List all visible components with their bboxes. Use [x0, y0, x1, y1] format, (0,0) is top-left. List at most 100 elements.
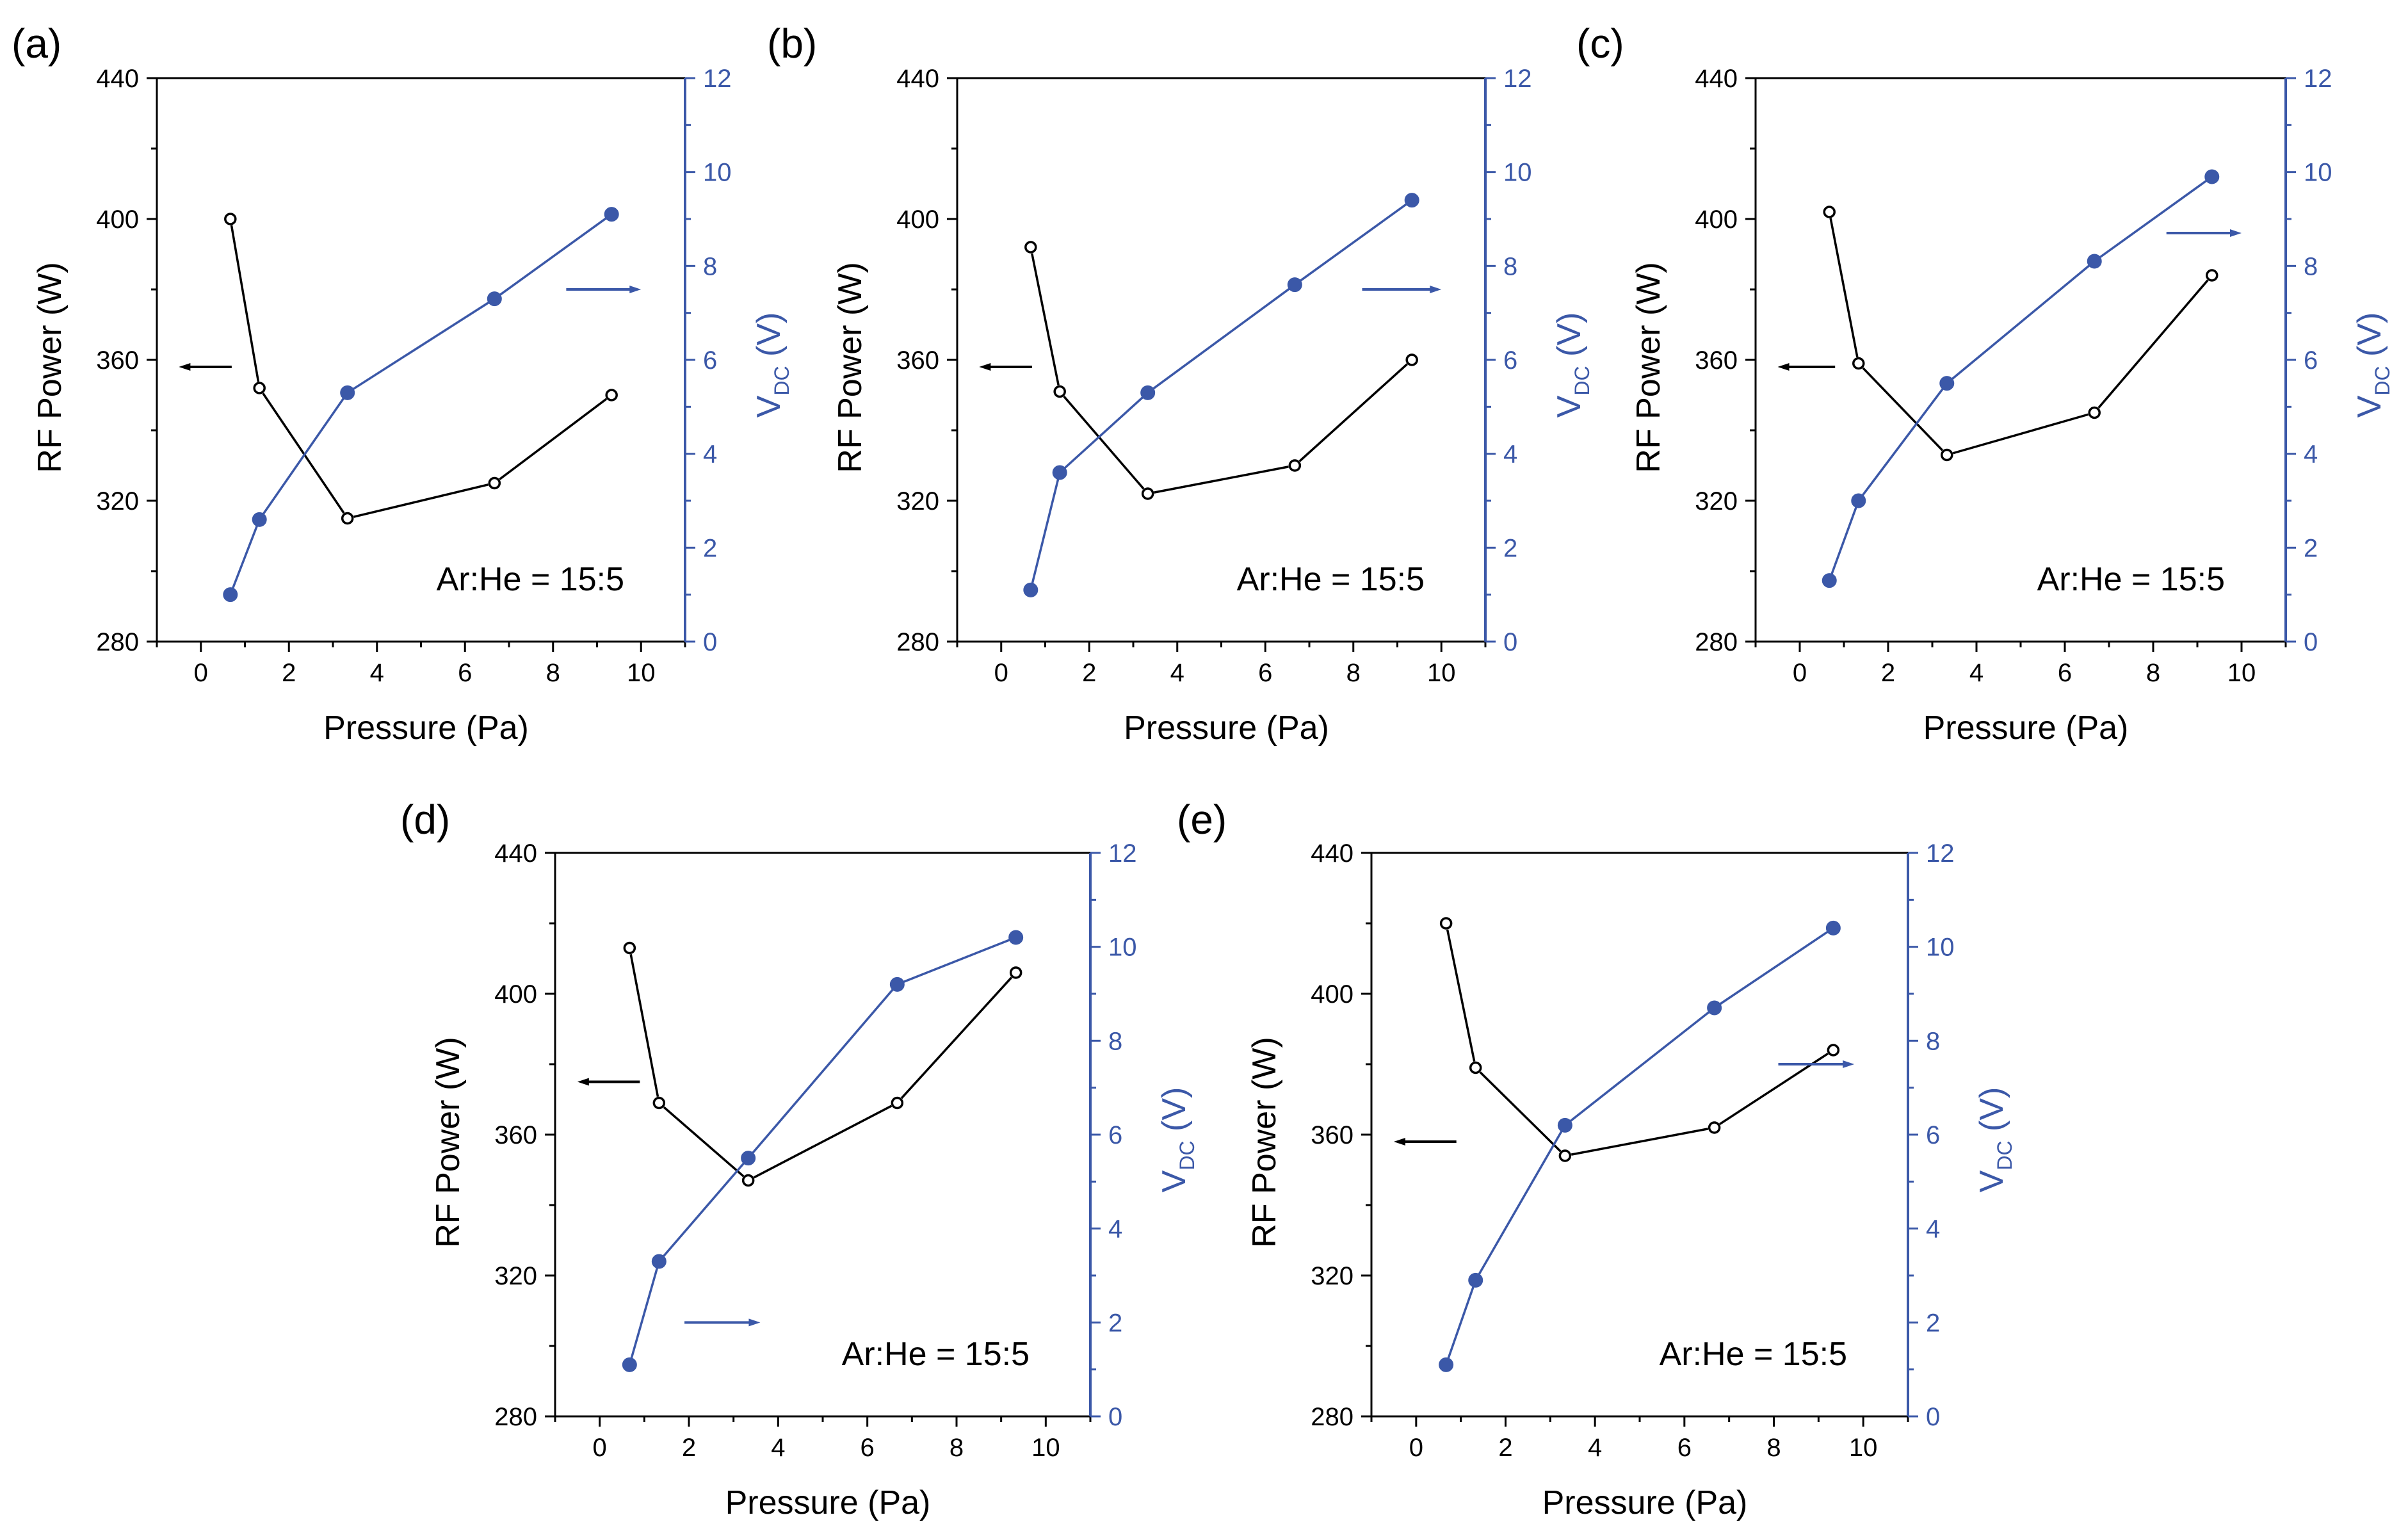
y2-tick-label: 8	[2304, 252, 2318, 280]
rf-power-line-segment	[499, 398, 608, 480]
y2-tick-label: 10	[1108, 934, 1137, 962]
vdc-point	[252, 512, 267, 527]
y-tick-label: 400	[1695, 206, 1738, 234]
vdc-line-segment	[2094, 175, 2213, 263]
x-tick-label: 6	[1677, 1434, 1692, 1462]
x-tick-label: 0	[1793, 659, 1807, 687]
y2-tick-label: 0	[703, 628, 717, 656]
y2-tick-label: 2	[1503, 534, 1517, 562]
y-tick-label: 280	[1311, 1403, 1353, 1431]
panel-label: (e)	[1177, 797, 1227, 843]
arrowhead-icon	[1843, 1060, 1855, 1068]
vdc-line-segment	[346, 298, 496, 394]
x-tick-label: 8	[546, 659, 560, 687]
y2-tick-label: 12	[703, 65, 732, 93]
vdc-point	[340, 385, 355, 400]
rf-power-line-segment	[663, 1106, 745, 1178]
y2-tick-label: 6	[1108, 1121, 1122, 1149]
y2-title-unit: (V)	[750, 312, 788, 366]
rf-power-line-segment	[1829, 218, 1859, 358]
y2-title-unit: (V)	[1156, 1087, 1193, 1141]
vdc-point	[1287, 277, 1302, 293]
vdc-point	[487, 291, 502, 307]
vdc-point	[223, 587, 238, 603]
y2-tick-label: 0	[1503, 628, 1517, 656]
y2-tick-label: 8	[1926, 1027, 1940, 1055]
y2-tick-label: 12	[1926, 839, 1955, 868]
rf-power-point	[224, 213, 237, 225]
x-tick-label: 2	[682, 1434, 696, 1462]
arrowhead-icon	[1777, 363, 1790, 371]
rf-power-line-segment	[1446, 929, 1476, 1062]
rf-power-point	[652, 1096, 666, 1110]
chart-panel-a: (a) 0 2 4 6 8 10 280 320 360 400 440 0 2 4 6 8 10 12 Pressu…	[12, 20, 793, 747]
x-tick-label: 4	[1969, 659, 1984, 687]
y-tick-label: 320	[1695, 487, 1738, 515]
arrowhead-icon	[629, 286, 642, 293]
rf-power-point	[1024, 241, 1037, 254]
y2-tick-label: 10	[703, 159, 732, 187]
annotation-text: Ar:He = 15:5	[437, 561, 624, 598]
y2-axis-title: VDC (V)	[750, 312, 793, 418]
y2-tick-label: 12	[1503, 65, 1532, 93]
x-tick-label: 6	[2058, 659, 2072, 687]
y2-tick-label: 0	[1926, 1403, 1940, 1431]
vdc-point	[622, 1357, 637, 1372]
chart-panel-b: (b) 0 2 4 6 8 10 280 320 360 400 440 0 2 4 6 8 10 12 Pressu…	[767, 20, 1594, 747]
x-tick-label: 8	[949, 1434, 964, 1462]
y-tick-label: 320	[896, 487, 939, 515]
rf-power-point	[1558, 1149, 1572, 1162]
chart-panel-e: (e) 0 2 4 6 8 10 280 320 360 400 440 0 2 4 6 8 10 12 Pressu…	[1177, 797, 2016, 1521]
x-tick-label: 2	[1881, 659, 1895, 687]
y2-title-subscript: DC	[2371, 366, 2394, 395]
rf-power-point	[1009, 966, 1022, 979]
vdc-line-segment	[229, 519, 261, 595]
y2-title-subscript: DC	[1571, 366, 1594, 395]
x-tick-label: 10	[1031, 1434, 1060, 1462]
y2-tick-label: 2	[1108, 1309, 1122, 1337]
y-axis-title: RF Power (W)	[1630, 262, 1667, 473]
vdc-line-segment	[1828, 500, 1860, 581]
vdc-line-segment	[1475, 1124, 1566, 1281]
rf-power-line-segment	[1571, 1128, 1709, 1156]
y2-tick-label: 2	[2304, 534, 2318, 562]
vdc-point	[1439, 1357, 1454, 1372]
annotation-text: Ar:He = 15:5	[842, 1336, 1030, 1373]
rf-power-point	[1469, 1061, 1482, 1074]
vdc-point	[1052, 465, 1067, 480]
y-tick-label: 360	[494, 1121, 537, 1149]
x-axis-title: Pressure (Pa)	[1923, 709, 2129, 747]
rf-power-line-segment	[1479, 1071, 1562, 1153]
x-axis-title: Pressure (Pa)	[725, 1484, 931, 1521]
rf-power-point	[891, 1096, 904, 1110]
vdc-point	[1822, 573, 1837, 588]
y2-tick-label: 12	[2304, 65, 2332, 93]
annotation-text: Ar:He = 15:5	[2037, 561, 2225, 598]
rf-power-point	[1053, 385, 1066, 398]
y2-title-subscript: DC	[1176, 1140, 1199, 1170]
vdc-point	[1707, 1000, 1722, 1016]
rf-power-point	[741, 1174, 755, 1187]
y2-tick-label: 10	[2304, 159, 2332, 187]
vdc-point	[651, 1254, 667, 1269]
x-tick-label: 2	[1082, 659, 1096, 687]
x-tick-label: 10	[2227, 659, 2256, 687]
rf-power-point	[605, 389, 618, 401]
x-tick-label: 2	[282, 659, 296, 687]
y-axis-title: RF Power (W)	[1246, 1037, 1283, 1247]
vdc-line-segment	[1147, 284, 1296, 394]
arrowhead-icon	[179, 363, 191, 371]
y-tick-label: 440	[494, 839, 537, 868]
y-tick-label: 320	[1311, 1262, 1353, 1290]
x-tick-label: 4	[370, 659, 384, 687]
x-tick-label: 4	[771, 1434, 785, 1462]
y-tick-label: 360	[1695, 346, 1738, 375]
y-tick-label: 360	[96, 346, 139, 375]
rf-power-point	[1823, 206, 1836, 218]
y2-tick-label: 10	[1503, 159, 1532, 187]
vdc-point	[2087, 254, 2102, 269]
vdc-line-segment	[258, 392, 349, 521]
vdc-line-segment	[1713, 927, 1834, 1009]
y-tick-label: 440	[1695, 65, 1738, 93]
panel-label: (d)	[400, 797, 450, 843]
